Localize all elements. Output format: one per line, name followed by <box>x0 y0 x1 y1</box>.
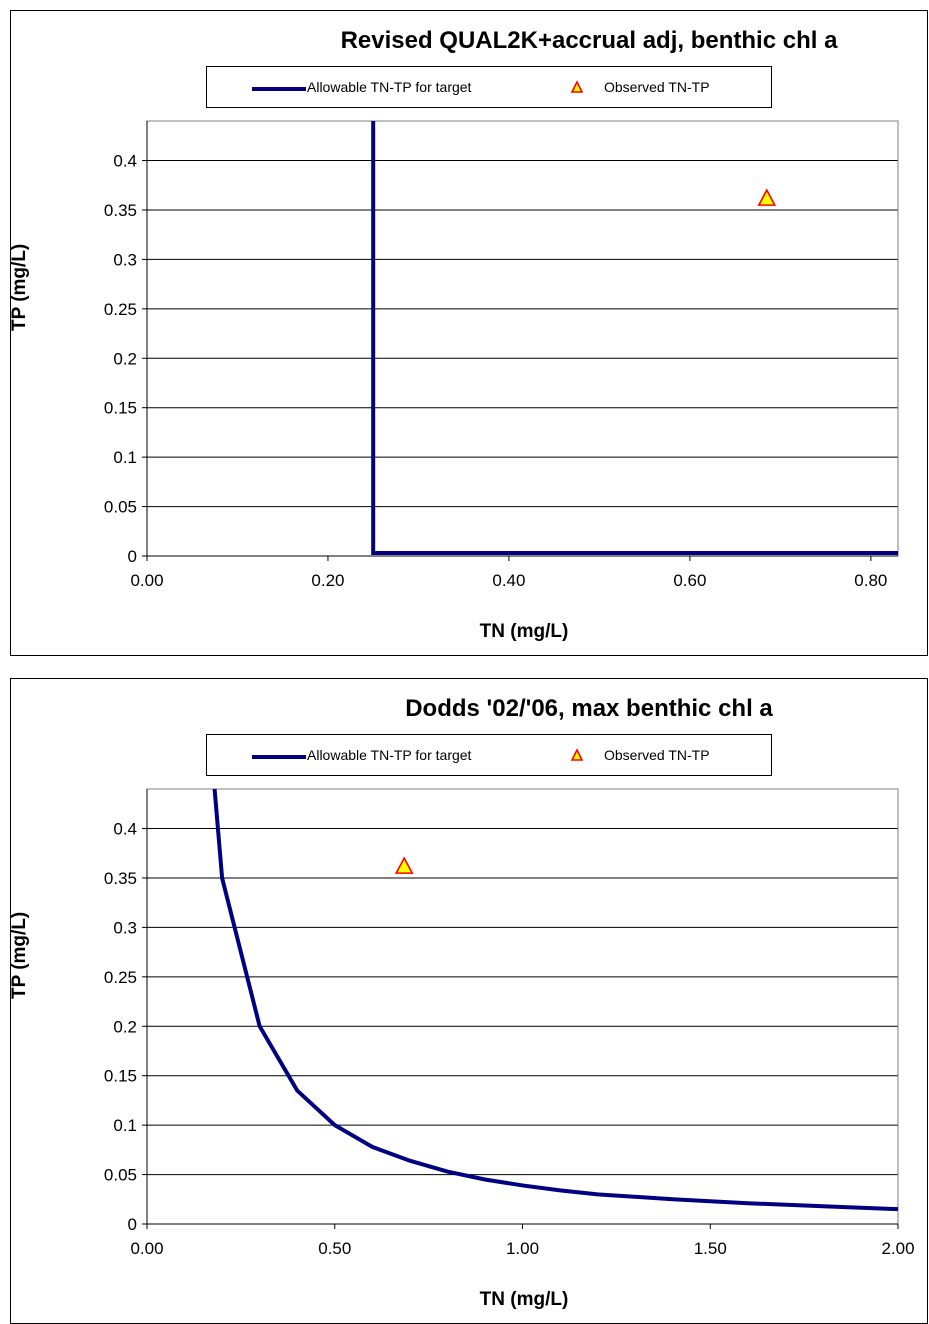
y-tick-label: 0.2 <box>113 349 137 368</box>
legend-triangle-icon <box>570 748 584 761</box>
x-tick-label: 1.00 <box>506 1239 539 1258</box>
y-tick-label: 0.35 <box>104 869 137 888</box>
y-tick-label: 0.1 <box>113 1116 137 1135</box>
legend-marker-label: Observed TN-TP <box>604 79 710 95</box>
legend-line-label: Allowable TN-TP for target <box>307 747 472 763</box>
plot-area <box>146 788 899 1225</box>
x-tick-label: 1.50 <box>694 1239 727 1258</box>
chart-1: Revised QUAL2K+accrual adj, benthic chl … <box>9 10 928 656</box>
legend-triangle-icon <box>570 80 584 93</box>
legend-marker-label: Observed TN-TP <box>604 747 710 763</box>
legend-line-swatch <box>252 87 306 91</box>
allowable-series-line <box>212 788 899 1212</box>
y-tick-label: 0.3 <box>113 918 137 937</box>
y-tick-label: 0.4 <box>113 152 137 171</box>
observed-point <box>394 856 414 874</box>
y-tick-label: 0.25 <box>104 300 137 319</box>
chart-1-plot: 0 0.05 0.1 0.15 0.2 0.25 0.3 0.35 0.4 0.00 0.20 0.4… <box>104 120 899 590</box>
x-tick-label: 0.20 <box>311 571 344 590</box>
chart-1-xlabel: TN (mg/L) <box>479 621 569 642</box>
y-tick-label: 0.25 <box>104 968 137 987</box>
x-tick-label: 0.50 <box>318 1239 351 1258</box>
chart-2-legend: Allowable TN-TP for target Observed TN-T… <box>206 734 772 776</box>
x-tick-label: 0.00 <box>130 1239 163 1258</box>
y-tick-label: 0 <box>128 1215 137 1234</box>
y-tick-label: 0.3 <box>113 250 137 269</box>
chart-1-legend: Allowable TN-TP for target Observed TN-T… <box>206 66 772 108</box>
y-tick-label: 0.15 <box>104 1067 137 1086</box>
x-tick-label: 0.60 <box>673 571 706 590</box>
allowable-series-line <box>371 121 898 556</box>
x-tick-label: 0.00 <box>130 571 163 590</box>
y-tick-label: 0.4 <box>113 820 137 839</box>
y-tick-label: 0 <box>128 547 137 566</box>
x-tick-label: 0.80 <box>854 571 887 590</box>
chart-2: Dodds '02/'06, max benthic chl a Allowab… <box>9 678 928 1324</box>
chart-1-title: Revised QUAL2K+accrual adj, benthic chl … <box>340 27 838 54</box>
legend-line-swatch <box>252 755 306 759</box>
chart-2-plot: 0 0.05 0.1 0.15 0.2 0.25 0.3 0.35 0.4 0.00 0.50 1.0… <box>104 788 915 1258</box>
y-tick-label: 0.05 <box>104 1166 137 1185</box>
y-tick-label: 0.15 <box>104 399 137 418</box>
x-tick-label: 2.00 <box>881 1239 914 1258</box>
y-tick-label: 0.2 <box>113 1017 137 1036</box>
x-tick-label: 0.40 <box>492 571 525 590</box>
observed-point <box>757 188 777 206</box>
plot-area <box>146 120 899 557</box>
y-tick-label: 0.05 <box>104 498 137 517</box>
y-tick-label: 0.35 <box>104 201 137 220</box>
legend-line-label: Allowable TN-TP for target <box>307 79 472 95</box>
chart-1-ylabel: TP (mg/L) <box>9 243 30 331</box>
chart-2-title: Dodds '02/'06, max benthic chl a <box>405 695 773 722</box>
chart-2-ylabel: TP (mg/L) <box>9 911 30 999</box>
chart-2-xlabel: TN (mg/L) <box>479 1289 569 1310</box>
y-tick-label: 0.1 <box>113 448 137 467</box>
